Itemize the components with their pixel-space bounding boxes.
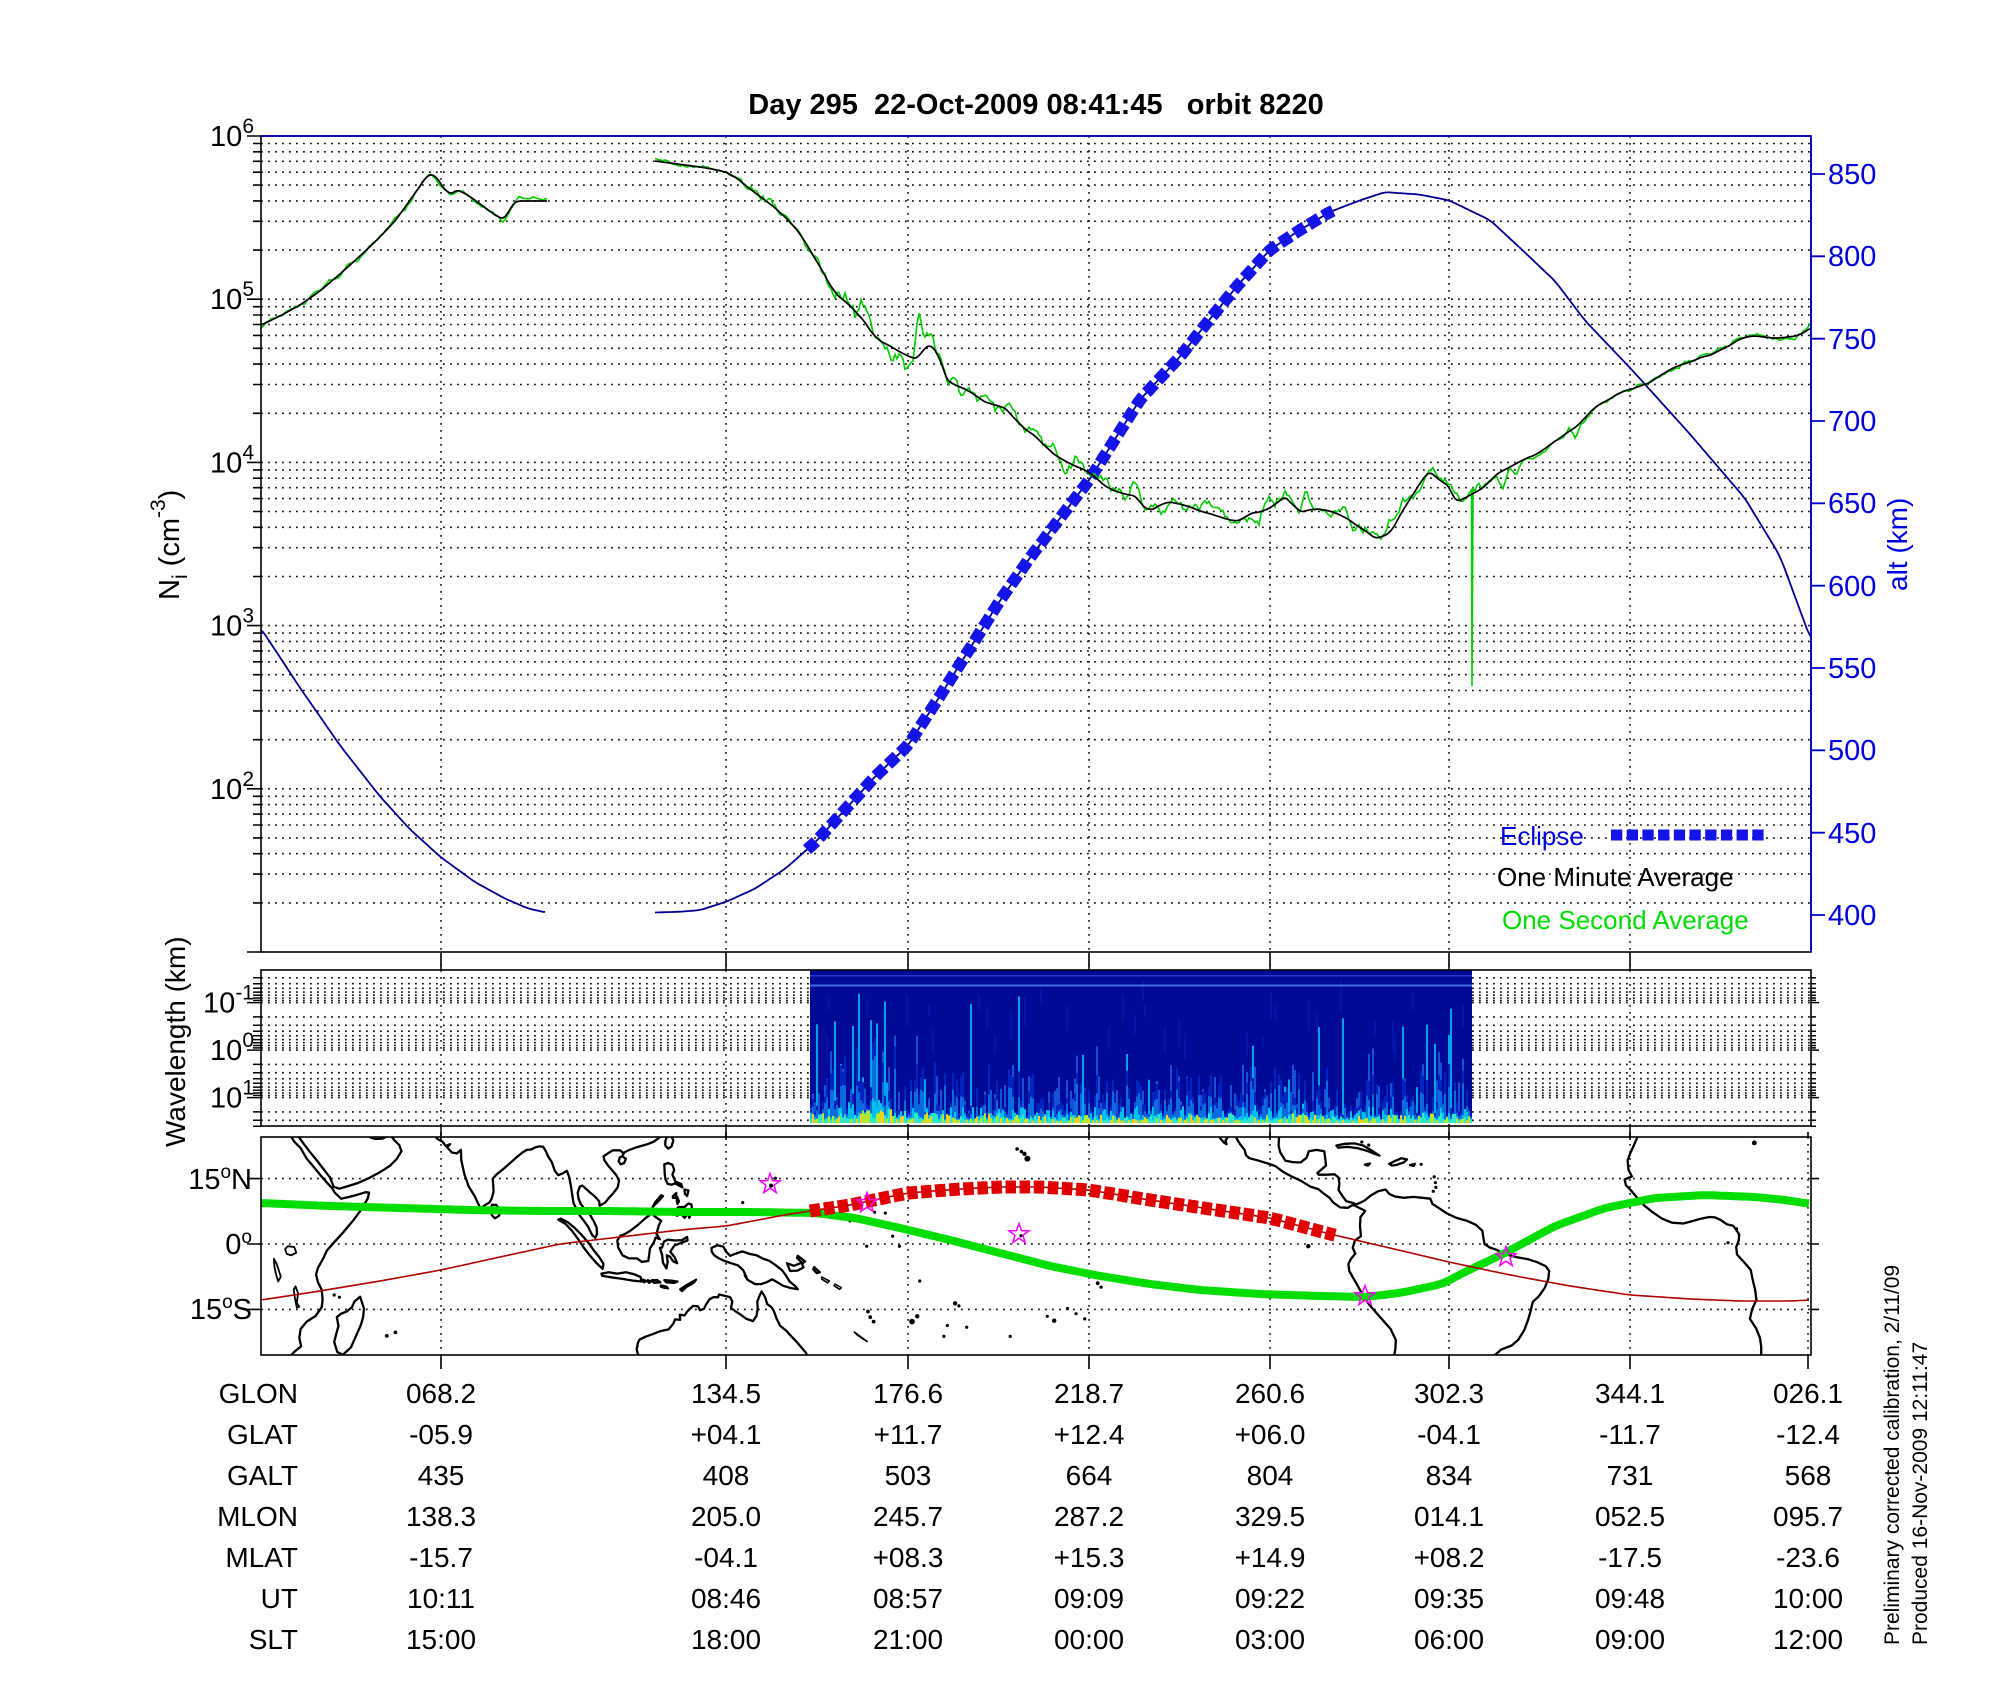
svg-text:260.6: 260.6: [1235, 1378, 1305, 1409]
svg-text:10:00: 10:00: [1773, 1583, 1843, 1614]
svg-text:176.6: 176.6: [873, 1378, 943, 1409]
svg-text:-17.5: -17.5: [1598, 1542, 1662, 1573]
svg-text:+06.0: +06.0: [1235, 1419, 1306, 1450]
svg-text:105: 105: [210, 278, 254, 316]
svg-text:alt (km): alt (km): [1882, 498, 1913, 591]
svg-text:18:00: 18:00: [691, 1624, 761, 1655]
svg-text:06:00: 06:00: [1414, 1624, 1484, 1655]
svg-text:10:11: 10:11: [407, 1583, 475, 1614]
svg-text:09:35: 09:35: [1414, 1583, 1484, 1614]
svg-text:287.2: 287.2: [1054, 1501, 1124, 1532]
svg-text:15oN: 15oN: [188, 1162, 252, 1196]
svg-text:+08.2: +08.2: [1414, 1542, 1485, 1573]
svg-text:09:48: 09:48: [1595, 1583, 1665, 1614]
svg-text:750: 750: [1828, 324, 1876, 356]
svg-text:804: 804: [1247, 1460, 1294, 1491]
svg-text:MLAT: MLAT: [225, 1542, 298, 1573]
svg-text:800: 800: [1828, 241, 1876, 273]
svg-text:850: 850: [1828, 159, 1876, 191]
svg-text:Day 295 22-Oct-2009 08:41:45: Day 295 22-Oct-2009 08:41:45 orbit 8220: [748, 89, 1324, 121]
svg-text:650: 650: [1828, 488, 1876, 520]
svg-text:00:00: 00:00: [1054, 1624, 1124, 1655]
svg-text:09:09: 09:09: [1054, 1583, 1124, 1614]
svg-text:450: 450: [1828, 818, 1876, 850]
svg-text:21:00: 21:00: [873, 1624, 943, 1655]
svg-text:-23.6: -23.6: [1776, 1542, 1840, 1573]
svg-text:052.5: 052.5: [1595, 1501, 1665, 1532]
svg-text:+04.1: +04.1: [691, 1419, 762, 1450]
svg-text:Wavelength (km): Wavelength (km): [160, 936, 191, 1147]
svg-text:245.7: 245.7: [873, 1501, 943, 1532]
svg-text:+08.3: +08.3: [873, 1542, 944, 1573]
svg-text:568: 568: [1785, 1460, 1832, 1491]
svg-text:344.1: 344.1: [1595, 1378, 1665, 1409]
svg-text:408: 408: [703, 1460, 750, 1491]
svg-text:834: 834: [1426, 1460, 1473, 1491]
svg-text:-11.7: -11.7: [1599, 1419, 1661, 1450]
svg-text:MLON: MLON: [217, 1501, 298, 1532]
svg-text:+14.9: +14.9: [1235, 1542, 1306, 1573]
svg-text:095.7: 095.7: [1773, 1501, 1843, 1532]
svg-text:205.0: 205.0: [691, 1501, 761, 1532]
svg-text:GALT: GALT: [227, 1460, 298, 1491]
svg-text:-12.4: -12.4: [1776, 1419, 1840, 1450]
svg-text:138.3: 138.3: [406, 1501, 476, 1532]
svg-text:500: 500: [1828, 735, 1876, 767]
svg-text:014.1: 014.1: [1414, 1501, 1484, 1532]
svg-text:134.5: 134.5: [691, 1378, 761, 1409]
svg-text:10-1: 10-1: [203, 982, 254, 1020]
svg-text:435: 435: [418, 1460, 465, 1491]
svg-text:08:57: 08:57: [873, 1583, 943, 1614]
svg-text:600: 600: [1828, 571, 1876, 603]
svg-text:731: 731: [1607, 1460, 1654, 1491]
svg-text:026.1: 026.1: [1773, 1378, 1843, 1409]
svg-text:+12.4: +12.4: [1054, 1419, 1125, 1450]
svg-text:068.2: 068.2: [406, 1378, 476, 1409]
svg-text:GLON: GLON: [219, 1378, 298, 1409]
svg-text:UT: UT: [261, 1583, 298, 1614]
svg-text:12:00: 12:00: [1773, 1624, 1843, 1655]
svg-text:Preliminary corrected calibrat: Preliminary corrected calibration, 2/11/…: [1881, 1265, 1904, 1645]
svg-text:03:00: 03:00: [1235, 1624, 1305, 1655]
svg-text:SLT: SLT: [249, 1624, 298, 1655]
svg-text:GLAT: GLAT: [227, 1419, 298, 1450]
svg-text:700: 700: [1828, 406, 1876, 438]
svg-text:218.7: 218.7: [1054, 1378, 1124, 1409]
svg-text:Eclipse: Eclipse: [1500, 821, 1584, 851]
svg-text:Produced 16-Nov-2009 12:11:47: Produced 16-Nov-2009 12:11:47: [1909, 1342, 1932, 1645]
svg-text:-15.7: -15.7: [409, 1542, 473, 1573]
svg-text:09:22: 09:22: [1235, 1583, 1305, 1614]
svg-text:664: 664: [1066, 1460, 1113, 1491]
svg-text:+15.3: +15.3: [1054, 1542, 1125, 1573]
svg-text:One Minute Average: One Minute Average: [1497, 862, 1734, 892]
svg-text:302.3: 302.3: [1414, 1378, 1484, 1409]
svg-text:400: 400: [1828, 900, 1876, 932]
svg-text:-05.9: -05.9: [409, 1419, 473, 1450]
svg-text:15oS: 15oS: [190, 1292, 252, 1326]
svg-text:-04.1: -04.1: [694, 1542, 758, 1573]
svg-text:08:46: 08:46: [691, 1583, 761, 1614]
svg-text:104: 104: [210, 441, 254, 479]
svg-text:550: 550: [1828, 653, 1876, 685]
svg-text:503: 503: [885, 1460, 932, 1491]
svg-text:One Second Average: One Second Average: [1502, 905, 1749, 935]
svg-text:09:00: 09:00: [1595, 1624, 1665, 1655]
svg-text:15:00: 15:00: [406, 1624, 476, 1655]
svg-text:329.5: 329.5: [1235, 1501, 1305, 1532]
svg-text:-04.1: -04.1: [1417, 1419, 1481, 1450]
svg-text:+11.7: +11.7: [874, 1419, 943, 1450]
